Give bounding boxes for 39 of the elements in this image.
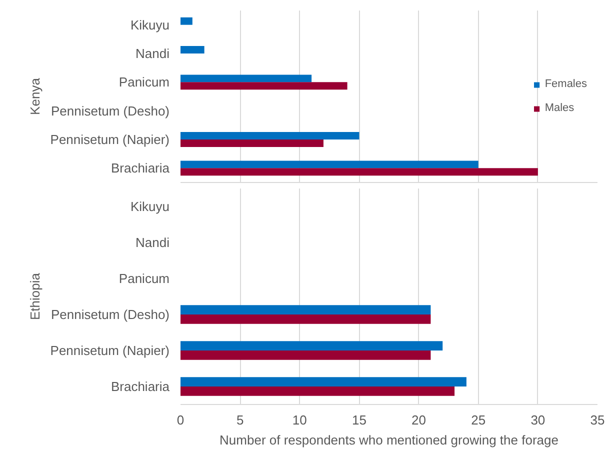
bar xyxy=(180,74,312,82)
y-tick-label: Brachiaria xyxy=(110,379,170,394)
bar xyxy=(180,140,324,147)
x-tick-label: 30 xyxy=(530,412,546,428)
x-tick-label: 25 xyxy=(471,412,486,428)
y-tick-label: Panicum xyxy=(118,271,170,286)
x-tick-label: 35 xyxy=(590,412,605,428)
bar xyxy=(180,168,538,176)
x-tick-label: 0 xyxy=(176,412,184,428)
x-tick-label: 15 xyxy=(352,412,366,428)
bar xyxy=(180,386,455,396)
y-tick-label: Panicum xyxy=(118,74,170,90)
bar xyxy=(180,17,192,25)
bar xyxy=(180,377,466,386)
x-tick-label: 20 xyxy=(412,412,426,428)
y-tick-label: Pennisetum (Napier) xyxy=(50,343,170,358)
y-tick-label: Nandi xyxy=(136,235,170,250)
y-tick-label: Brachiaria xyxy=(110,160,170,176)
x-tick-label: 5 xyxy=(236,412,244,428)
bar xyxy=(180,82,348,90)
y-tick-label: Pennisetum (Napier) xyxy=(50,132,170,147)
x-tick-label: 10 xyxy=(292,412,307,428)
legend-label: Females xyxy=(544,78,587,90)
bar xyxy=(180,160,478,168)
bar xyxy=(180,305,431,314)
bar xyxy=(180,46,204,54)
y-tick-label: Kikuyu xyxy=(130,199,170,214)
bar xyxy=(180,341,443,350)
legend-label: Males xyxy=(544,102,574,114)
x-axis-title: Number of respondents who mentioned growing the forage xyxy=(220,432,558,448)
bar xyxy=(180,132,360,140)
y-tick-label: Pennisetum (Desho) xyxy=(51,103,170,118)
y-tick-label: Pennisetum (Desho) xyxy=(51,307,170,322)
y-tick-label: Kikuyu xyxy=(130,17,170,32)
y-tick-label: Nandi xyxy=(136,46,170,61)
y-axis-title: Ethiopia xyxy=(27,272,42,320)
bar xyxy=(180,350,431,360)
y-axis-title: Kenya xyxy=(27,77,42,115)
bar xyxy=(180,314,431,324)
